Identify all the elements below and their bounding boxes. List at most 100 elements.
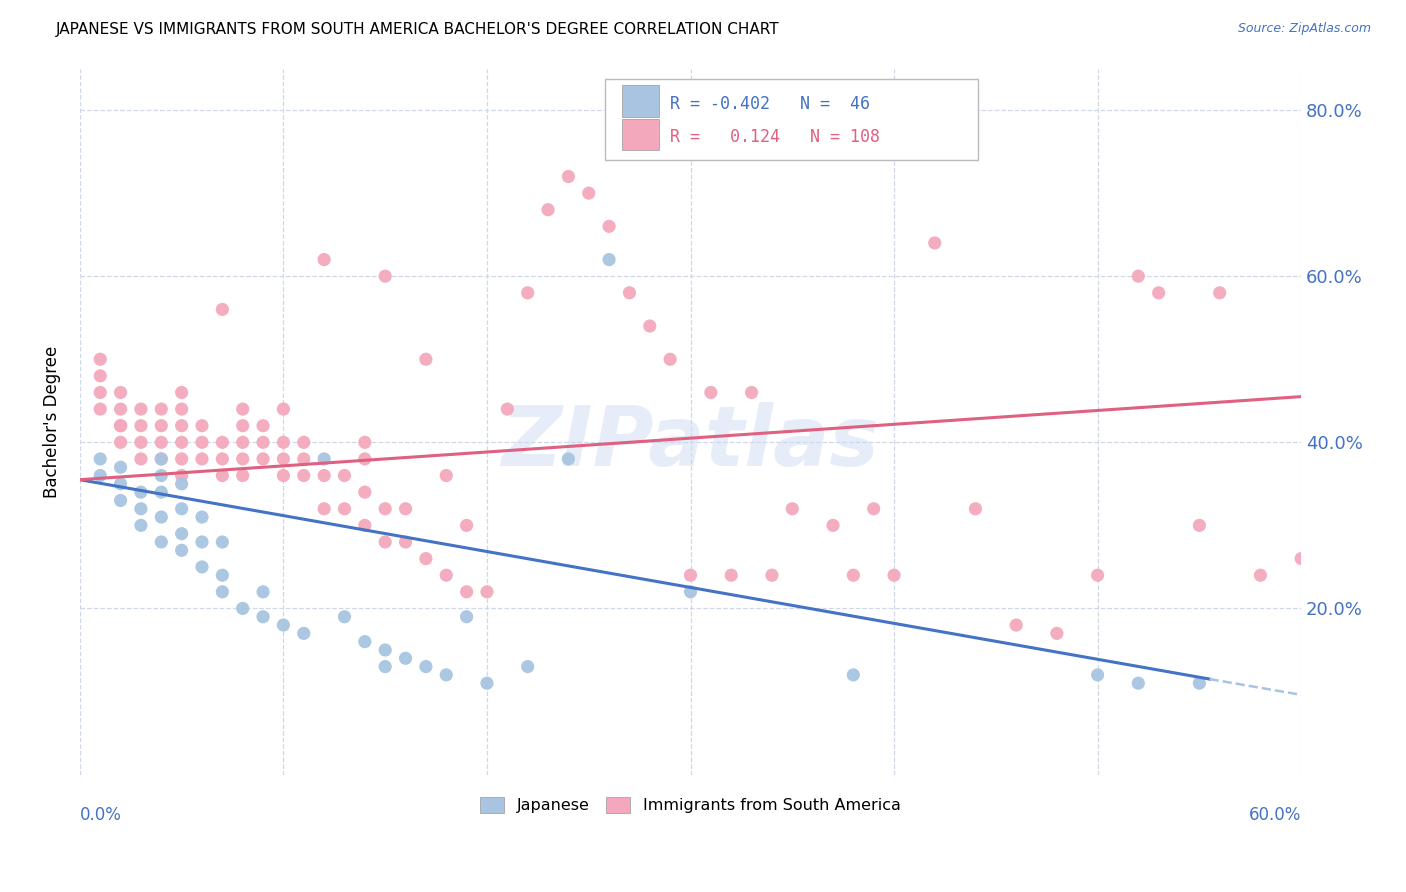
- Point: [150, 418, 173, 433]
- Point: [211, 468, 233, 483]
- Point: [110, 493, 132, 508]
- Point: [862, 501, 884, 516]
- Point: [475, 676, 498, 690]
- Point: [496, 402, 519, 417]
- Point: [415, 551, 437, 566]
- Point: [191, 560, 214, 574]
- Point: [110, 402, 132, 417]
- Point: [110, 418, 132, 433]
- Point: [434, 468, 457, 483]
- Point: [232, 451, 254, 466]
- Point: [129, 435, 152, 450]
- Text: Source: ZipAtlas.com: Source: ZipAtlas.com: [1237, 22, 1371, 36]
- Point: [415, 659, 437, 673]
- Point: [89, 352, 111, 367]
- Point: [638, 318, 661, 333]
- Point: [353, 518, 375, 533]
- Point: [211, 451, 233, 466]
- Point: [415, 352, 437, 367]
- Point: [150, 435, 173, 450]
- Y-axis label: Bachelor's Degree: Bachelor's Degree: [44, 345, 60, 498]
- Point: [516, 659, 538, 673]
- Point: [374, 535, 396, 549]
- Point: [1249, 568, 1271, 582]
- Point: [191, 418, 214, 433]
- Point: [252, 435, 274, 450]
- Point: [1005, 618, 1028, 632]
- Point: [292, 468, 315, 483]
- Point: [273, 435, 295, 450]
- Point: [150, 402, 173, 417]
- Point: [1087, 668, 1109, 682]
- Point: [292, 626, 315, 640]
- Point: [150, 451, 173, 466]
- Point: [273, 618, 295, 632]
- Point: [150, 485, 173, 500]
- Point: [557, 169, 579, 184]
- Text: 60.0%: 60.0%: [1249, 806, 1301, 824]
- Point: [965, 501, 987, 516]
- FancyBboxPatch shape: [621, 86, 659, 117]
- Point: [170, 468, 193, 483]
- Point: [821, 518, 844, 533]
- Text: R =   0.124   N = 108: R = 0.124 N = 108: [669, 128, 880, 146]
- Point: [314, 451, 336, 466]
- Point: [374, 269, 396, 284]
- Point: [353, 634, 375, 648]
- Point: [191, 435, 214, 450]
- Point: [110, 385, 132, 400]
- Point: [720, 568, 742, 582]
- Point: [129, 418, 152, 433]
- Point: [170, 476, 193, 491]
- Point: [1087, 568, 1109, 582]
- Point: [150, 535, 173, 549]
- FancyBboxPatch shape: [605, 79, 977, 161]
- Point: [456, 584, 478, 599]
- Point: [883, 568, 905, 582]
- Point: [89, 451, 111, 466]
- Point: [1128, 676, 1150, 690]
- Point: [679, 584, 702, 599]
- Point: [700, 385, 723, 400]
- Point: [353, 451, 375, 466]
- Point: [434, 568, 457, 582]
- Point: [598, 252, 620, 267]
- Point: [252, 609, 274, 624]
- Point: [89, 385, 111, 400]
- Point: [191, 451, 214, 466]
- Point: [170, 526, 193, 541]
- Text: ZIPatlas: ZIPatlas: [502, 402, 879, 483]
- Point: [232, 418, 254, 433]
- Point: [170, 451, 193, 466]
- Point: [170, 385, 193, 400]
- Point: [598, 219, 620, 234]
- Point: [170, 501, 193, 516]
- Point: [232, 468, 254, 483]
- FancyBboxPatch shape: [621, 120, 659, 151]
- Point: [761, 568, 783, 582]
- Point: [1188, 518, 1211, 533]
- Point: [456, 609, 478, 624]
- Point: [314, 468, 336, 483]
- Point: [150, 510, 173, 524]
- Point: [1289, 551, 1312, 566]
- Point: [129, 485, 152, 500]
- Point: [252, 584, 274, 599]
- Point: [353, 485, 375, 500]
- Point: [170, 418, 193, 433]
- Point: [394, 501, 416, 516]
- Point: [89, 468, 111, 483]
- Point: [129, 518, 152, 533]
- Point: [374, 643, 396, 657]
- Point: [273, 468, 295, 483]
- Point: [537, 202, 560, 217]
- Point: [110, 435, 132, 450]
- Point: [374, 501, 396, 516]
- Point: [1188, 676, 1211, 690]
- Point: [314, 252, 336, 267]
- Text: 0.0%: 0.0%: [80, 806, 122, 824]
- Point: [780, 501, 803, 516]
- Point: [191, 510, 214, 524]
- Point: [314, 501, 336, 516]
- Point: [150, 451, 173, 466]
